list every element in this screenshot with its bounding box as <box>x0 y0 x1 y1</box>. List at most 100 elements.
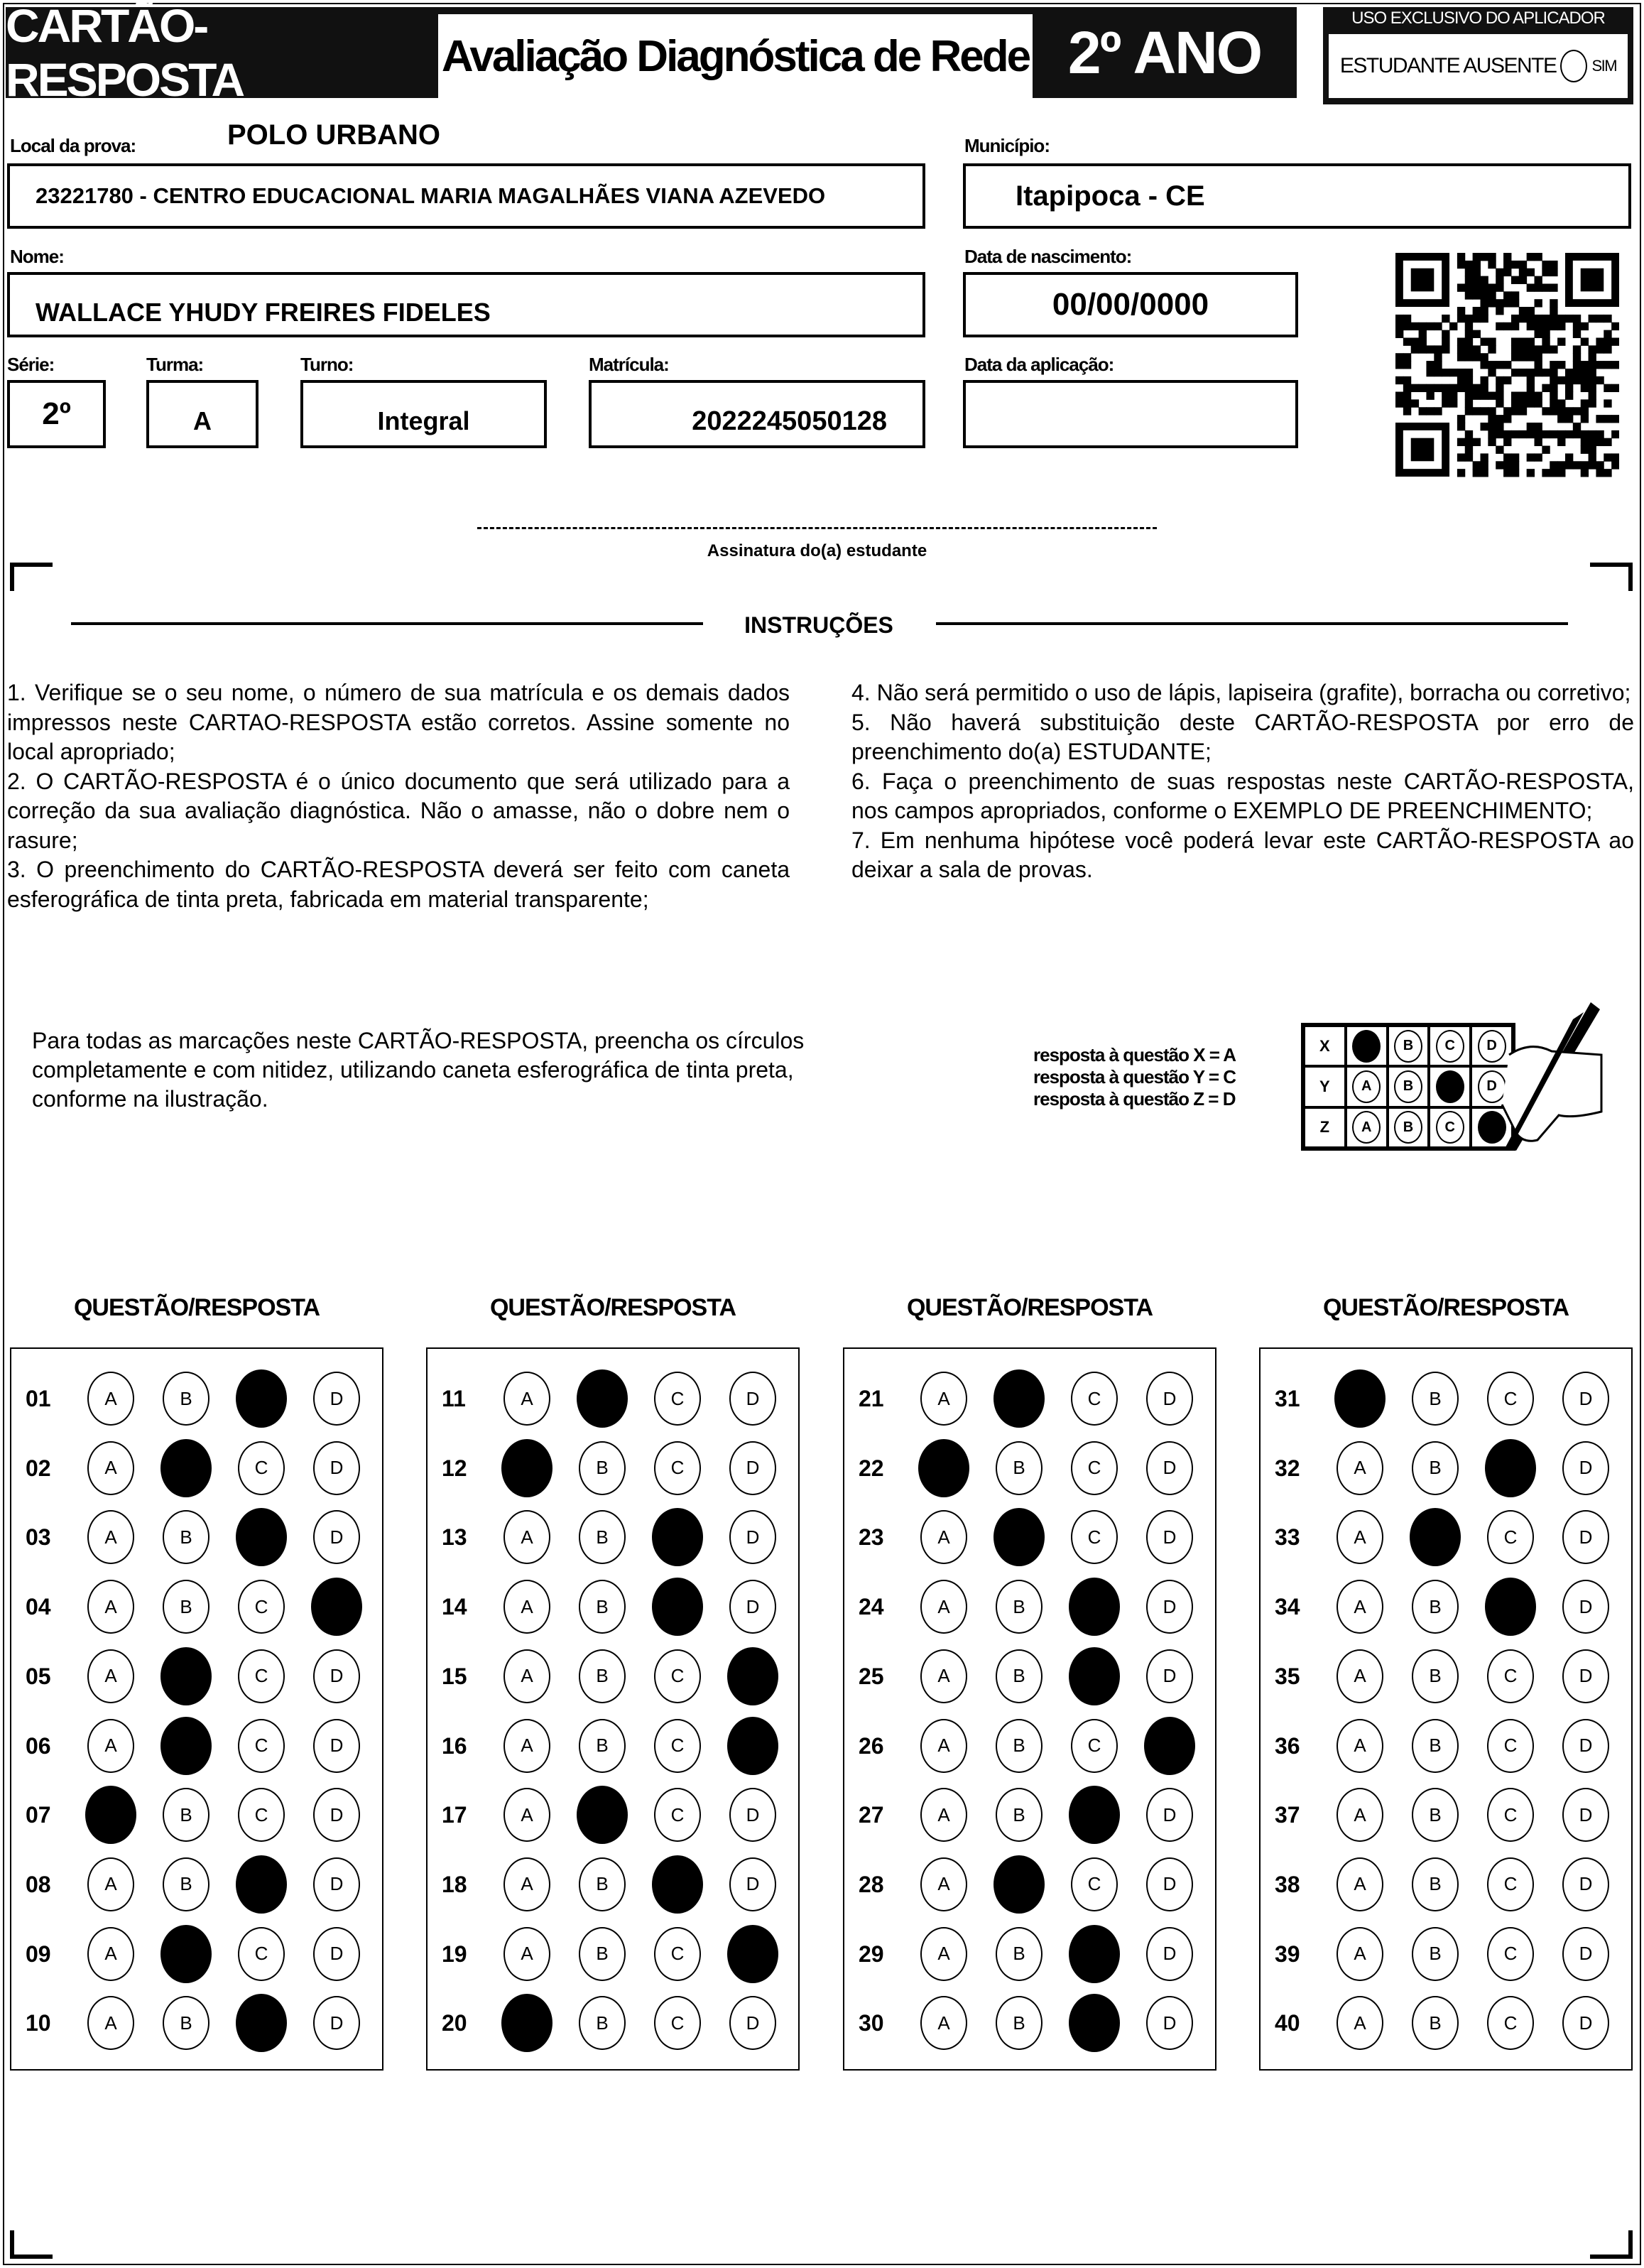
answer-bubble[interactable]: C <box>238 1649 285 1703</box>
answer-bubble[interactable]: B <box>163 1788 209 1843</box>
answer-bubble-filled[interactable] <box>994 1855 1045 1914</box>
answer-bubble[interactable]: C <box>1071 1440 1118 1495</box>
answer-bubble-filled[interactable] <box>1144 1716 1195 1775</box>
answer-bubble[interactable]: C <box>1487 1788 1534 1843</box>
answer-bubble[interactable]: A <box>87 1857 134 1911</box>
answer-bubble[interactable]: C <box>1487 1372 1534 1426</box>
answer-bubble[interactable]: C <box>654 1372 701 1426</box>
answer-bubble-filled[interactable] <box>236 1508 287 1567</box>
answer-bubble[interactable]: A <box>87 1718 134 1773</box>
answer-bubble[interactable]: A <box>920 1510 967 1565</box>
answer-bubble[interactable]: D <box>729 1788 776 1843</box>
answer-bubble[interactable]: A <box>1337 1718 1383 1773</box>
answer-bubble[interactable]: C <box>1071 1718 1118 1773</box>
answer-bubble[interactable]: D <box>729 1580 776 1634</box>
answer-bubble[interactable]: B <box>579 1580 626 1634</box>
answer-bubble[interactable]: D <box>313 1372 360 1426</box>
answer-bubble[interactable]: B <box>163 1580 209 1634</box>
answer-bubble[interactable]: B <box>996 1788 1043 1843</box>
answer-bubble-filled[interactable] <box>1485 1438 1536 1497</box>
answer-bubble[interactable]: A <box>87 1580 134 1634</box>
answer-bubble[interactable]: D <box>729 1440 776 1495</box>
answer-bubble[interactable]: D <box>313 1857 360 1911</box>
answer-bubble[interactable]: C <box>654 1440 701 1495</box>
answer-bubble[interactable]: A <box>920 1857 967 1911</box>
answer-bubble[interactable]: B <box>1412 1580 1459 1634</box>
answer-bubble[interactable]: D <box>729 1510 776 1565</box>
answer-bubble[interactable]: A <box>87 1372 134 1426</box>
answer-bubble[interactable]: B <box>1412 1718 1459 1773</box>
answer-bubble[interactable]: B <box>996 1718 1043 1773</box>
answer-bubble-filled[interactable] <box>727 1646 778 1705</box>
answer-bubble[interactable]: A <box>503 1718 550 1773</box>
answer-bubble-filled[interactable] <box>652 1855 703 1914</box>
answer-bubble-filled[interactable] <box>994 1369 1045 1428</box>
answer-bubble[interactable]: A <box>87 1996 134 2051</box>
answer-bubble[interactable]: C <box>654 1788 701 1843</box>
answer-bubble[interactable]: C <box>1487 1926 1534 1981</box>
answer-bubble[interactable]: B <box>996 1996 1043 2051</box>
answer-bubble-filled[interactable] <box>652 1508 703 1567</box>
answer-bubble-filled[interactable] <box>501 1438 552 1497</box>
answer-bubble[interactable]: C <box>1071 1510 1118 1565</box>
answer-bubble-filled[interactable] <box>577 1369 628 1428</box>
answer-bubble[interactable]: A <box>1337 1580 1383 1634</box>
answer-bubble-filled[interactable] <box>501 1994 552 2053</box>
answer-bubble[interactable]: A <box>920 1926 967 1981</box>
answer-bubble[interactable]: A <box>1337 1440 1383 1495</box>
answer-bubble[interactable]: B <box>996 1440 1043 1495</box>
answer-bubble-filled[interactable] <box>85 1786 136 1845</box>
answer-bubble-filled[interactable] <box>1069 1646 1120 1705</box>
answer-bubble[interactable]: C <box>1071 1372 1118 1426</box>
answer-bubble[interactable]: B <box>579 1510 626 1565</box>
answer-bubble[interactable]: A <box>503 1580 550 1634</box>
answer-bubble[interactable]: C <box>1487 1718 1534 1773</box>
answer-bubble-filled[interactable] <box>160 1438 212 1497</box>
answer-bubble-filled[interactable] <box>1069 1924 1120 1983</box>
answer-bubble[interactable]: C <box>654 1996 701 2051</box>
answer-bubble[interactable]: D <box>729 1996 776 2051</box>
answer-bubble[interactable]: C <box>1487 1649 1534 1703</box>
answer-bubble[interactable]: B <box>996 1580 1043 1634</box>
answer-bubble[interactable]: D <box>1562 1649 1609 1703</box>
answer-bubble[interactable]: C <box>238 1788 285 1843</box>
answer-bubble[interactable]: A <box>503 1649 550 1703</box>
answer-bubble[interactable]: C <box>654 1926 701 1981</box>
answer-bubble[interactable]: C <box>1487 1857 1534 1911</box>
answer-bubble-filled[interactable] <box>1334 1369 1386 1428</box>
answer-bubble[interactable]: B <box>579 1440 626 1495</box>
answer-bubble[interactable]: D <box>313 1788 360 1843</box>
answer-bubble[interactable]: D <box>313 1926 360 1981</box>
answer-bubble-filled[interactable] <box>160 1716 212 1775</box>
answer-bubble[interactable]: A <box>920 1996 967 2051</box>
answer-bubble[interactable]: D <box>1146 1649 1193 1703</box>
answer-bubble[interactable]: D <box>1146 1926 1193 1981</box>
answer-bubble[interactable]: B <box>1412 1857 1459 1911</box>
answer-bubble-filled[interactable] <box>727 1924 778 1983</box>
answer-bubble[interactable]: D <box>1146 1996 1193 2051</box>
answer-bubble[interactable]: A <box>503 1857 550 1911</box>
answer-bubble[interactable]: C <box>1071 1857 1118 1911</box>
answer-bubble[interactable]: A <box>503 1510 550 1565</box>
answer-bubble[interactable]: D <box>1562 1372 1609 1426</box>
answer-bubble[interactable]: D <box>1562 1718 1609 1773</box>
answer-bubble[interactable]: A <box>87 1649 134 1703</box>
answer-bubble[interactable]: D <box>1562 1510 1609 1565</box>
answer-bubble[interactable]: B <box>579 1857 626 1911</box>
answer-bubble-filled[interactable] <box>652 1578 703 1637</box>
answer-bubble-filled[interactable] <box>1069 1578 1120 1637</box>
answer-bubble[interactable]: C <box>654 1718 701 1773</box>
answer-bubble[interactable]: A <box>920 1718 967 1773</box>
answer-bubble[interactable]: A <box>87 1440 134 1495</box>
answer-bubble-filled[interactable] <box>236 1994 287 2053</box>
answer-bubble[interactable]: D <box>313 1996 360 2051</box>
answer-bubble[interactable]: B <box>1412 1788 1459 1843</box>
answer-bubble[interactable]: D <box>729 1857 776 1911</box>
answer-bubble[interactable]: D <box>313 1649 360 1703</box>
answer-bubble[interactable]: D <box>1562 1580 1609 1634</box>
answer-bubble[interactable]: B <box>1412 1649 1459 1703</box>
answer-bubble[interactable]: D <box>1146 1580 1193 1634</box>
answer-bubble-filled[interactable] <box>160 1924 212 1983</box>
answer-bubble[interactable]: A <box>503 1926 550 1981</box>
answer-bubble[interactable]: C <box>238 1718 285 1773</box>
